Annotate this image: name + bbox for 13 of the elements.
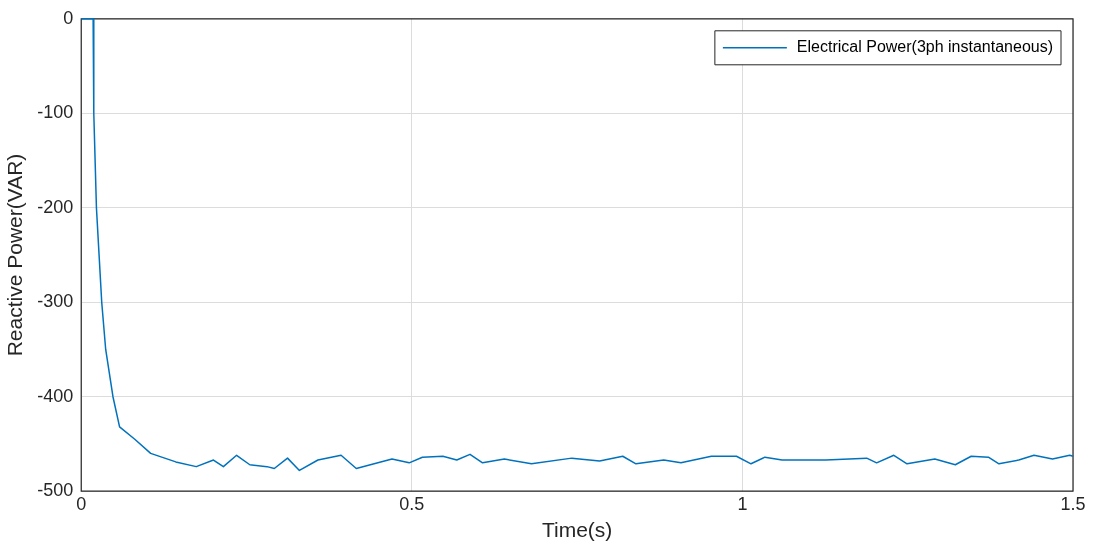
y-tick-label: 0	[63, 7, 74, 28]
y-tick-label: -400	[37, 385, 74, 406]
x-axis-title: Time(s)	[541, 518, 613, 542]
y-tick-label: -100	[37, 102, 74, 123]
y-tick-label: -500	[37, 480, 74, 501]
x-tick-label: 1.5	[1060, 493, 1086, 514]
x-tick-label: 0	[76, 493, 87, 514]
y-tick-label: -300	[37, 291, 74, 312]
legend-label: Electrical Power(3ph instantaneous)	[796, 38, 1054, 56]
x-tick-label: 0.5	[399, 493, 425, 514]
y-axis-title: Reactive Power(VAR)	[3, 153, 27, 357]
y-tick-label: -200	[37, 196, 74, 217]
x-tick-label: 1	[737, 493, 748, 514]
